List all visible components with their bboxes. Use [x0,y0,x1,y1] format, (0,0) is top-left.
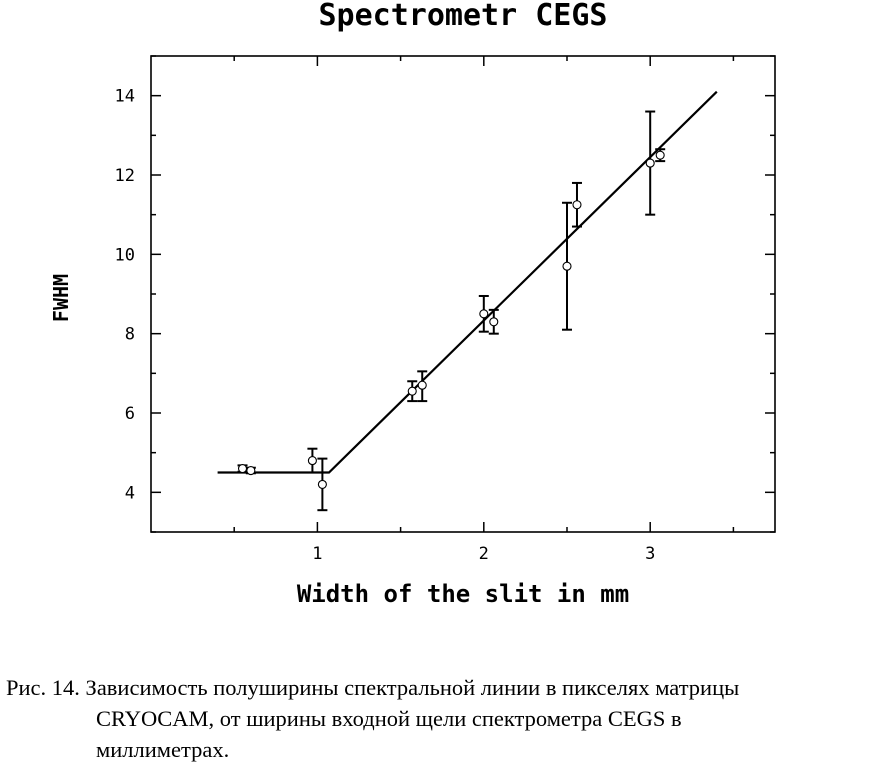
error-bars [237,110,666,512]
data-point [572,200,582,210]
y-tick-label: 14 [115,87,135,107]
data-point [655,150,665,160]
data-points [237,150,665,489]
caption-line-1: Рис. 14. Зависимость полуширины спектрал… [6,675,740,700]
fit-line-group [217,90,718,474]
y-tick-label: 4 [125,483,135,503]
fit-line [217,90,718,474]
y-tick-labels: 4 6 8 10 12 14 [115,87,135,504]
y-axis-label: FWHM [49,274,73,322]
x-tick-label: 1 [312,544,322,564]
caption-line-2: CRYOCAM, от ширины входной щели спектром… [96,706,682,731]
y-tick-label: 10 [115,245,135,265]
x-tick-labels: 1 2 3 [312,544,655,564]
data-point [407,386,417,396]
data-point [417,380,427,390]
y-tick-label: 12 [115,166,135,186]
chart-title: Spectrometr CEGS [319,0,608,33]
data-point [489,317,499,327]
caption-line-3: миллиметрах. [96,737,230,762]
data-point [317,479,327,489]
data-point [246,465,256,476]
data-point [307,456,317,466]
data-point [237,463,248,474]
ticks [151,55,775,533]
x-axis-label: Width of the slit in mm [297,580,629,608]
x-tick-label: 3 [645,544,655,564]
figure-caption: Рис. 14. Зависимость полуширины спектрал… [6,672,886,765]
y-tick-label: 8 [125,325,135,345]
y-tick-label: 6 [125,404,135,424]
x-tick-label: 2 [479,544,489,564]
data-point [645,158,655,168]
data-point [479,309,489,319]
data-point [562,261,572,271]
